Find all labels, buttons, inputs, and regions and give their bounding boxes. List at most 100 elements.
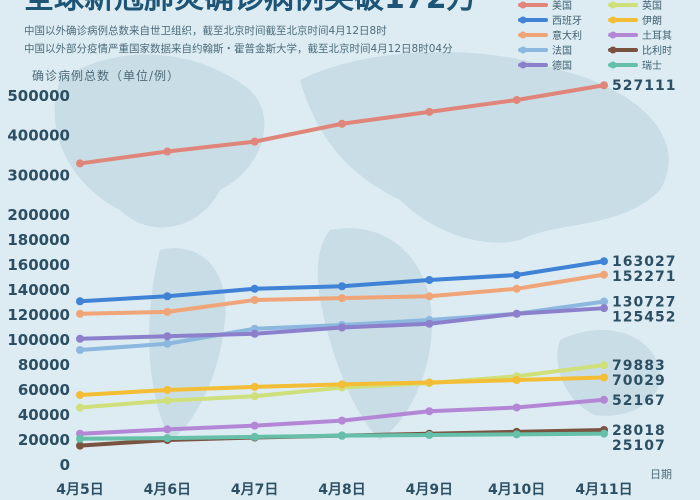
data-point: [163, 386, 172, 394]
y-tick-label: 20000: [18, 431, 70, 449]
y-tick-label: 140000: [7, 281, 70, 299]
y-tick-label: 60000: [18, 381, 70, 399]
series-layer: [76, 81, 608, 450]
end-value-label: 125452: [612, 310, 676, 326]
x-tick-label: 4月5日: [56, 482, 103, 498]
legend-item: 瑞士: [608, 59, 662, 72]
end-value-label: 25107: [612, 438, 666, 454]
svg-text:瑞士: 瑞士: [642, 59, 662, 72]
series-土耳其: [76, 395, 608, 438]
data-point: [338, 323, 346, 332]
data-point: [250, 392, 259, 401]
svg-text:法国: 法国: [552, 44, 572, 57]
svg-text:英国: 英国: [642, 0, 662, 12]
data-point: [76, 441, 84, 450]
world-map-background: [54, 51, 669, 440]
data-point: [250, 296, 259, 304]
data-point: [338, 431, 346, 440]
data-point: [76, 159, 84, 168]
legend-item: 伊朗: [608, 15, 662, 27]
data-point: [250, 329, 259, 338]
svg-text:美国: 美国: [552, 0, 572, 12]
data-point: [163, 434, 172, 443]
series-美国: [76, 81, 608, 168]
data-point: [600, 361, 608, 370]
end-value-label: 163027: [612, 254, 676, 270]
y-tick-label: 500000: [7, 87, 70, 105]
end-value-label: 130727: [612, 295, 676, 311]
y-tick-label: 160000: [7, 256, 70, 274]
data-point: [512, 271, 521, 279]
data-point: [76, 334, 84, 343]
data-point: [76, 309, 84, 318]
data-point: [338, 416, 346, 425]
y-tick-label: 120000: [7, 306, 70, 324]
data-point: [76, 346, 84, 354]
series-德国: [76, 304, 608, 343]
y-tick-label: 180000: [7, 231, 70, 249]
svg-text:意大利: 意大利: [552, 29, 582, 42]
y-tick-label: 300000: [7, 166, 70, 184]
data-point: [163, 339, 172, 348]
data-point: [250, 421, 259, 430]
y-tick-label: 200000: [7, 206, 70, 224]
data-point: [600, 429, 608, 438]
x-tick-label: 4月11日: [575, 482, 632, 498]
y-tick-label: 400000: [7, 127, 70, 145]
series-瑞士: [76, 429, 608, 443]
x-axis-label: 日期: [650, 468, 672, 481]
x-tick-label: 4月9日: [406, 482, 453, 498]
end-value-label: 28018: [612, 423, 666, 439]
legend-item: 比利时: [608, 45, 672, 57]
data-point: [600, 304, 608, 313]
data-point: [250, 137, 259, 146]
x-axis-ticks: 4月5日 4月6日 4月7日 4月8日 4月9日 4月10日 4月11日: [56, 482, 632, 498]
data-point: [512, 376, 521, 384]
series-意大利: [76, 270, 608, 318]
data-point: [163, 307, 172, 316]
data-point: [338, 294, 346, 303]
data-point: [512, 430, 521, 439]
end-value-label: 79883: [612, 358, 666, 374]
y-tick-label: 100000: [7, 331, 70, 349]
data-point: [76, 297, 84, 306]
data-point: [425, 107, 434, 116]
data-point: [600, 395, 608, 404]
data-point: [600, 257, 608, 266]
data-point: [512, 309, 521, 318]
data-point: [338, 119, 346, 128]
source-note-who: 中国以外确诊病例总数来自世卫组织，截至北京时间截至北京时间4月12日8时: [24, 24, 387, 37]
legend-item: 德国: [518, 59, 572, 72]
legend-item: 土耳其: [608, 29, 672, 42]
data-point: [512, 95, 521, 104]
data-point: [163, 147, 172, 156]
data-point: [425, 431, 434, 439]
y-tick-label: 0: [60, 456, 70, 474]
x-tick-label: 4月7日: [231, 482, 278, 498]
data-point: [250, 284, 259, 293]
y-axis-ticks: 0 20000 40000 60000 80000 100000 120000 140000 1…: [7, 87, 70, 474]
end-value-label: 527111: [612, 78, 676, 94]
data-point: [512, 284, 521, 293]
series-伊朗: [76, 373, 608, 399]
data-point: [76, 403, 84, 412]
end-value-label: 52167: [612, 393, 666, 409]
data-point: [600, 81, 608, 90]
series-西班牙: [76, 257, 608, 306]
end-value-label: 70029: [612, 373, 666, 389]
chart-title: 全球新冠肺炎确诊病例突破172万: [23, 0, 477, 16]
end-value-label: 152271: [612, 269, 676, 285]
data-point: [250, 382, 259, 391]
svg-text:比利时: 比利时: [642, 45, 672, 57]
y-tick-label: 80000: [18, 356, 70, 374]
svg-text:德国: 德国: [552, 59, 572, 72]
x-tick-label: 4月6日: [144, 482, 191, 498]
source-note-jhu: 中国以外部分疫情严重国家数据来自约翰斯・霍普金斯大学，截至北京时间4月12日8时…: [24, 42, 453, 55]
data-point: [600, 270, 608, 279]
data-point: [425, 276, 434, 284]
data-point: [425, 407, 434, 416]
y-axis-label: 确诊病例总数（单位/例）: [32, 68, 180, 83]
data-point: [425, 319, 434, 328]
